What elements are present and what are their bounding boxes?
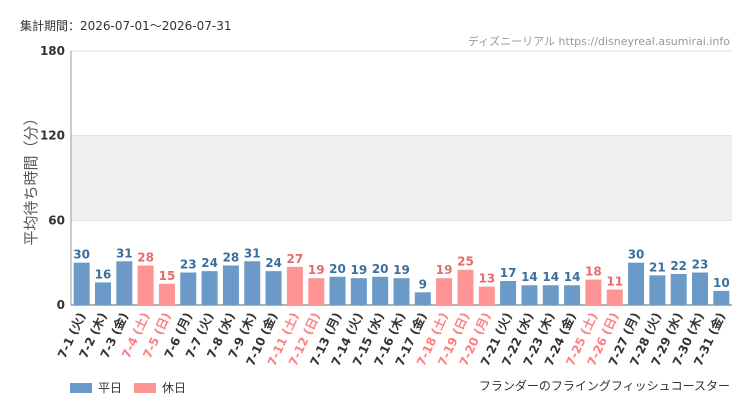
- bar: [585, 279, 602, 305]
- data-label: 11: [606, 274, 623, 288]
- bar: [350, 278, 367, 305]
- bar: [500, 281, 517, 305]
- data-label: 28: [137, 250, 154, 264]
- data-label: 19: [393, 263, 410, 277]
- bar: [137, 265, 154, 305]
- legend-item-holiday: 休日: [134, 379, 186, 396]
- data-label: 21: [649, 260, 666, 274]
- y-tick-label: 0: [57, 298, 65, 312]
- y-axis-title: 平均待ち時間（分）: [22, 110, 40, 245]
- bar: [628, 262, 645, 305]
- bar: [116, 261, 133, 305]
- y-tick-label: 180: [40, 44, 65, 58]
- data-label: 17: [500, 266, 517, 280]
- legend-swatch-weekday: [70, 382, 92, 393]
- bar: [265, 271, 282, 305]
- data-label: 16: [95, 267, 112, 281]
- source-text: ディズニーリアル https://disneyreal.asumirai.inf…: [467, 35, 730, 48]
- bar: [457, 269, 474, 305]
- data-label: 30: [73, 248, 90, 262]
- bar: [436, 278, 453, 305]
- data-label: 23: [180, 258, 197, 272]
- data-label: 22: [670, 259, 687, 273]
- data-label: 27: [287, 252, 304, 266]
- data-label: 10: [713, 276, 730, 290]
- bar: [393, 278, 410, 305]
- period-text: 集計期間：2026-07-01～2026-07-31: [20, 19, 232, 33]
- bar: [180, 272, 197, 305]
- data-label: 30: [628, 248, 645, 262]
- bar: [606, 289, 623, 305]
- data-label: 9: [419, 277, 427, 291]
- legend-label-weekday: 平日: [98, 381, 123, 395]
- legend: 平日 休日: [70, 379, 198, 396]
- data-label: 19: [351, 263, 368, 277]
- data-label: 20: [329, 262, 346, 276]
- bar: [308, 278, 325, 305]
- bar: [692, 272, 709, 305]
- data-label: 13: [478, 272, 495, 286]
- bar: [73, 262, 90, 305]
- legend-item-weekday: 平日: [70, 379, 122, 396]
- attraction-name: フランダーのフライングフィッシュコースター: [478, 379, 730, 393]
- data-label: 15: [159, 269, 176, 283]
- bar: [414, 292, 431, 305]
- data-label: 28: [223, 250, 240, 264]
- bar: [244, 261, 261, 305]
- legend-label-holiday: 休日: [162, 381, 187, 395]
- bar: [158, 283, 175, 305]
- bar: [329, 276, 346, 305]
- bar: [649, 275, 666, 305]
- data-label: 14: [521, 270, 538, 284]
- data-label: 25: [457, 255, 474, 269]
- bar: [713, 290, 730, 305]
- data-label: 14: [542, 270, 559, 284]
- data-label: 24: [201, 256, 218, 270]
- bar: [670, 273, 687, 305]
- data-label: 24: [265, 256, 282, 270]
- data-label: 19: [308, 263, 325, 277]
- y-tick-label: 120: [40, 129, 65, 143]
- data-label: 18: [585, 265, 602, 279]
- data-label: 31: [116, 246, 133, 260]
- data-label: 20: [372, 262, 389, 276]
- bar: [521, 285, 538, 305]
- bar: [94, 282, 111, 305]
- data-label: 31: [244, 246, 261, 260]
- y-tick-label: 60: [48, 213, 65, 227]
- bar: [222, 265, 239, 305]
- bar: [372, 276, 389, 305]
- legend-swatch-holiday: [134, 382, 157, 393]
- bar: [478, 286, 495, 305]
- bar: [542, 285, 559, 305]
- bar: [564, 285, 581, 305]
- bar: [201, 271, 218, 305]
- data-label: 23: [692, 258, 709, 272]
- data-label: 19: [436, 263, 453, 277]
- grid-band: [71, 135, 732, 221]
- data-label: 14: [564, 270, 581, 284]
- bar: [286, 266, 303, 305]
